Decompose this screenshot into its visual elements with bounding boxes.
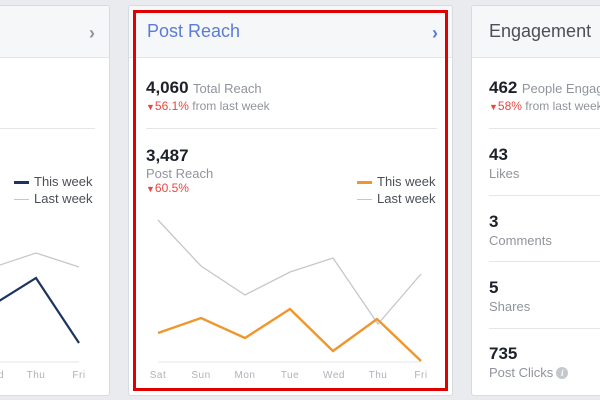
people-engaged-block: 462 People Engaged ▼58% from last week bbox=[489, 78, 600, 113]
axis-label-fri: Fri bbox=[414, 370, 428, 381]
axis-label-mon: Mon bbox=[234, 370, 256, 381]
info-icon[interactable]: i bbox=[556, 367, 569, 379]
total-reach-change: ▼56.1% from last week bbox=[146, 99, 270, 113]
post-reach-label: Post Reach bbox=[146, 166, 214, 181]
left-card-header[interactable]: › bbox=[0, 6, 109, 58]
axis-label: d bbox=[0, 370, 4, 381]
legend-this-week: This week bbox=[357, 173, 436, 190]
post-reach-card: Post Reach › 4,060 Total Reach ▼56.1% fr… bbox=[128, 5, 453, 396]
engagement-header[interactable]: Engagement bbox=[472, 6, 600, 58]
legend-last-week: Last week bbox=[14, 190, 93, 207]
axis-label: Fri bbox=[72, 370, 86, 381]
divider bbox=[0, 128, 95, 129]
comments-stat: 3 Comments bbox=[489, 212, 552, 248]
total-reach-label: Total Reach bbox=[193, 81, 262, 96]
post-clicks-stat: 735 Post Clicks i bbox=[489, 344, 569, 382]
axis-label-sat: Sat bbox=[149, 370, 167, 381]
left-line-chart bbox=[0, 252, 80, 363]
post-reach-header[interactable]: Post Reach › bbox=[129, 6, 452, 58]
engagement-title[interactable]: Engagement bbox=[489, 21, 592, 41]
down-arrow-icon: ▼ bbox=[146, 102, 155, 112]
post-reach-line-chart bbox=[157, 219, 422, 363]
down-arrow-icon: ▼ bbox=[489, 102, 498, 112]
down-arrow-icon: ▼ bbox=[146, 184, 155, 194]
engagement-card: Engagement 462 People Engaged ▼58% from … bbox=[471, 5, 600, 396]
post-reach-block: 3,487 Post Reach ▼60.5% bbox=[146, 146, 213, 195]
post-reach-legend: This week Last week bbox=[357, 173, 436, 207]
divider bbox=[146, 128, 437, 129]
legend-last-week: Last week bbox=[357, 190, 436, 207]
axis-label-thu: Thu bbox=[368, 370, 388, 381]
chevron-right-icon[interactable]: › bbox=[89, 23, 95, 43]
left-insight-card: › This week Last week d Thu Fri bbox=[0, 5, 110, 396]
divider bbox=[489, 128, 600, 129]
axis-label-sun: Sun bbox=[191, 370, 211, 381]
chevron-right-icon[interactable]: › bbox=[432, 23, 438, 43]
legend-this-week: This week bbox=[14, 173, 93, 190]
shares-stat: 5 Shares bbox=[489, 278, 531, 314]
likes-stat: 43 Likes bbox=[489, 145, 520, 181]
total-reach-block: 4,060 Total Reach ▼56.1% from last week bbox=[146, 78, 270, 113]
post-reach-change: ▼60.5% bbox=[146, 181, 189, 195]
people-engaged-value: 462 bbox=[489, 78, 518, 97]
axis-label-tue: Tue bbox=[280, 370, 300, 381]
people-engaged-label: People Engaged bbox=[521, 81, 600, 96]
axis-label-wed: Wed bbox=[323, 370, 345, 381]
left-chart-legend: This week Last week bbox=[14, 173, 93, 207]
post-reach-value: 3,487 bbox=[146, 146, 189, 165]
divider bbox=[489, 328, 600, 329]
divider bbox=[489, 261, 600, 262]
divider bbox=[489, 195, 600, 196]
people-engaged-change: ▼58% from last week bbox=[489, 99, 600, 113]
total-reach-value: 4,060 bbox=[146, 78, 189, 97]
post-reach-title[interactable]: Post Reach bbox=[147, 21, 241, 41]
axis-label: Thu bbox=[26, 370, 46, 381]
